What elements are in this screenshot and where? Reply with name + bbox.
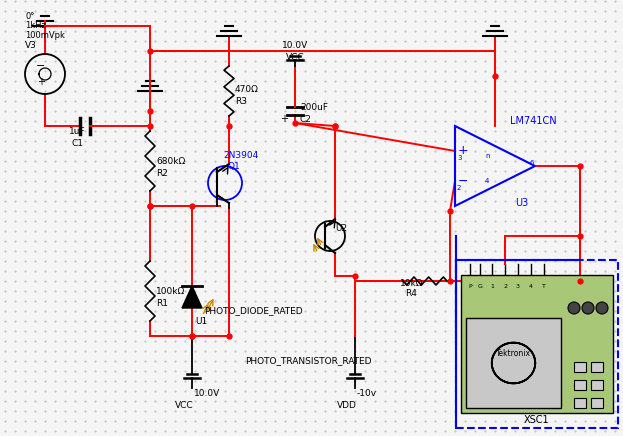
Text: 2: 2 [503, 283, 507, 289]
Text: G: G [478, 283, 482, 289]
Text: R1: R1 [156, 299, 168, 307]
Text: n: n [485, 153, 490, 159]
Text: 680kΩ: 680kΩ [156, 157, 185, 166]
Text: +: + [280, 114, 288, 124]
Text: 2N3904: 2N3904 [223, 150, 259, 160]
Text: 10.0V: 10.0V [194, 389, 221, 399]
Text: C2: C2 [300, 115, 312, 123]
FancyBboxPatch shape [591, 362, 603, 372]
Text: 0°: 0° [25, 13, 34, 21]
Text: LM741CN: LM741CN [510, 116, 556, 126]
FancyBboxPatch shape [466, 318, 561, 408]
Text: 1uF: 1uF [69, 126, 85, 136]
FancyBboxPatch shape [574, 398, 586, 408]
Text: −: − [36, 61, 45, 71]
Text: Q1: Q1 [228, 161, 240, 170]
Text: PHOTO_TRANSISTOR_RATED: PHOTO_TRANSISTOR_RATED [245, 357, 371, 365]
Text: T: T [542, 283, 546, 289]
Text: C1: C1 [71, 139, 83, 147]
Text: V3: V3 [25, 41, 37, 51]
Text: 6: 6 [530, 160, 535, 166]
FancyBboxPatch shape [461, 275, 613, 413]
Text: 1: 1 [490, 283, 494, 289]
FancyBboxPatch shape [591, 380, 603, 390]
Text: R2: R2 [156, 168, 168, 177]
Text: −: − [458, 174, 468, 187]
Circle shape [582, 302, 594, 314]
Text: U1: U1 [195, 317, 207, 326]
Text: -10v: -10v [357, 389, 377, 399]
Text: R4: R4 [405, 289, 417, 297]
FancyBboxPatch shape [574, 362, 586, 372]
Text: P: P [468, 283, 472, 289]
Circle shape [596, 302, 608, 314]
Text: Tektronix: Tektronix [495, 348, 531, 358]
Text: VDD: VDD [337, 401, 357, 409]
FancyBboxPatch shape [591, 398, 603, 408]
Polygon shape [182, 286, 202, 308]
Text: 100kΩ: 100kΩ [156, 286, 185, 296]
Text: VCC: VCC [174, 401, 193, 409]
Text: U2: U2 [335, 225, 347, 234]
Text: 100mVpk: 100mVpk [25, 31, 65, 41]
Text: 4: 4 [529, 283, 533, 289]
Text: 2: 2 [457, 185, 462, 191]
Text: 10kΩ: 10kΩ [400, 279, 424, 287]
Circle shape [568, 302, 580, 314]
Text: 1kHz: 1kHz [25, 21, 46, 31]
Text: +: + [458, 144, 468, 157]
Text: R3: R3 [235, 96, 247, 106]
Text: 3: 3 [516, 283, 520, 289]
FancyBboxPatch shape [574, 380, 586, 390]
Text: PHOTO_DIODE_RATED: PHOTO_DIODE_RATED [204, 307, 303, 316]
Text: XSC1: XSC1 [524, 415, 550, 425]
Text: VCC: VCC [286, 54, 304, 62]
Text: 4: 4 [485, 178, 490, 184]
Text: 200uF: 200uF [300, 103, 328, 112]
Text: U3: U3 [515, 198, 528, 208]
Text: 10.0V: 10.0V [282, 41, 308, 51]
Text: 3: 3 [457, 155, 462, 161]
Text: 470Ω: 470Ω [235, 85, 259, 93]
Text: +: + [37, 77, 45, 87]
